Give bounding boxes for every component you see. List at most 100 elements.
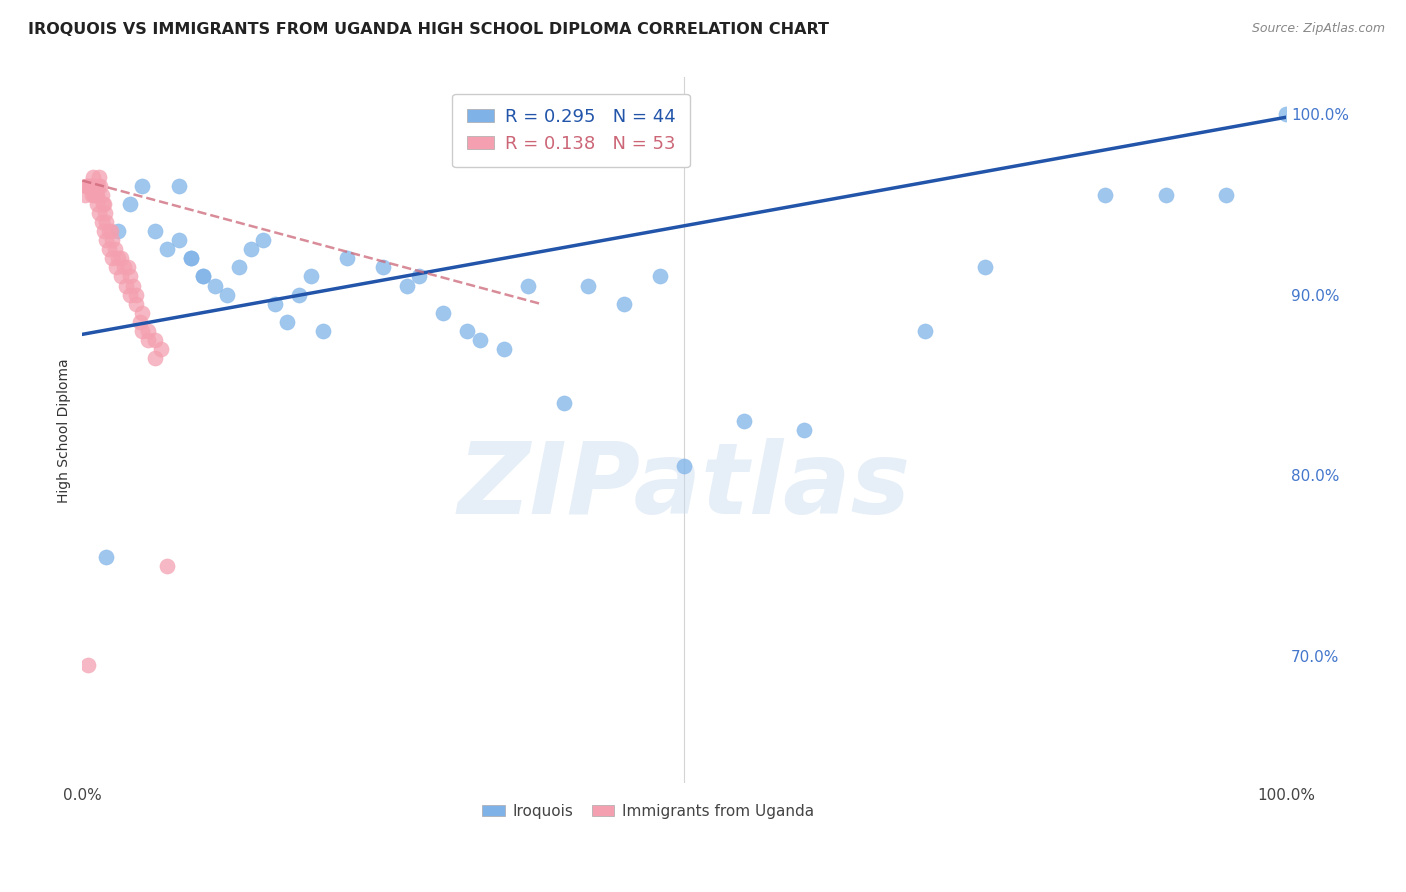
- Point: [83, 179, 105, 194]
- Point: [288, 287, 311, 301]
- Point: [974, 260, 997, 275]
- Point: [89, 169, 111, 184]
- Point: [101, 252, 124, 266]
- Text: ZIPatlas: ZIPatlas: [457, 438, 911, 535]
- Point: [121, 278, 143, 293]
- Point: [84, 188, 107, 202]
- Point: [90, 215, 112, 229]
- Legend: Iroquois, Immigrants from Uganda: Iroquois, Immigrants from Uganda: [475, 797, 820, 825]
- Point: [228, 260, 250, 275]
- Point: [1215, 188, 1237, 202]
- Point: [299, 269, 322, 284]
- Point: [96, 549, 118, 564]
- Point: [112, 260, 135, 275]
- Point: [408, 269, 430, 284]
- Point: [120, 287, 142, 301]
- Point: [110, 269, 132, 284]
- Point: [167, 233, 190, 247]
- Point: [143, 224, 166, 238]
- Point: [93, 197, 115, 211]
- Point: [733, 414, 755, 428]
- Point: [79, 179, 101, 194]
- Point: [252, 233, 274, 247]
- Point: [180, 252, 202, 266]
- Point: [80, 179, 103, 194]
- Point: [89, 206, 111, 220]
- Point: [143, 351, 166, 365]
- Point: [120, 269, 142, 284]
- Point: [97, 224, 120, 238]
- Point: [155, 558, 177, 573]
- Point: [93, 224, 115, 238]
- Point: [149, 342, 172, 356]
- Point: [204, 278, 226, 293]
- Point: [180, 252, 202, 266]
- Point: [1154, 188, 1177, 202]
- Point: [138, 333, 160, 347]
- Point: [553, 396, 575, 410]
- Point: [75, 179, 97, 194]
- Point: [516, 278, 538, 293]
- Point: [80, 179, 103, 194]
- Text: IROQUOIS VS IMMIGRANTS FROM UGANDA HIGH SCHOOL DIPLOMA CORRELATION CHART: IROQUOIS VS IMMIGRANTS FROM UGANDA HIGH …: [28, 22, 830, 37]
- Point: [373, 260, 395, 275]
- Text: Source: ZipAtlas.com: Source: ZipAtlas.com: [1251, 22, 1385, 36]
- Point: [114, 278, 136, 293]
- Point: [492, 342, 515, 356]
- Point: [138, 324, 160, 338]
- Point: [101, 233, 124, 247]
- Point: [73, 188, 96, 202]
- Point: [90, 188, 112, 202]
- Point: [456, 324, 478, 338]
- Point: [86, 188, 108, 202]
- Point: [131, 324, 153, 338]
- Point: [468, 333, 491, 347]
- Point: [264, 296, 287, 310]
- Point: [80, 188, 103, 202]
- Point: [97, 243, 120, 257]
- Point: [83, 188, 105, 202]
- Point: [336, 252, 359, 266]
- Point: [648, 269, 671, 284]
- Point: [125, 287, 148, 301]
- Point: [191, 269, 214, 284]
- Point: [673, 459, 696, 474]
- Point: [396, 278, 419, 293]
- Point: [312, 324, 335, 338]
- Point: [89, 179, 111, 194]
- Point: [100, 224, 122, 238]
- Point: [613, 296, 636, 310]
- Point: [215, 287, 238, 301]
- Point: [107, 252, 129, 266]
- Point: [1094, 188, 1116, 202]
- Point: [94, 206, 117, 220]
- Point: [86, 197, 108, 211]
- Point: [104, 243, 127, 257]
- Point: [96, 215, 118, 229]
- Point: [914, 324, 936, 338]
- Point: [77, 658, 100, 673]
- Point: [129, 315, 152, 329]
- Y-axis label: High School Diploma: High School Diploma: [58, 358, 72, 502]
- Point: [793, 423, 815, 437]
- Point: [131, 305, 153, 319]
- Point: [87, 179, 110, 194]
- Point: [91, 197, 114, 211]
- Point: [107, 224, 129, 238]
- Point: [191, 269, 214, 284]
- Point: [125, 296, 148, 310]
- Point: [1275, 106, 1298, 120]
- Point: [131, 179, 153, 194]
- Point: [76, 179, 98, 194]
- Point: [276, 315, 298, 329]
- Point: [143, 333, 166, 347]
- Point: [96, 233, 118, 247]
- Point: [120, 197, 142, 211]
- Point: [239, 243, 262, 257]
- Point: [117, 260, 139, 275]
- Point: [576, 278, 599, 293]
- Point: [104, 260, 127, 275]
- Point: [155, 243, 177, 257]
- Point: [432, 305, 454, 319]
- Point: [110, 252, 132, 266]
